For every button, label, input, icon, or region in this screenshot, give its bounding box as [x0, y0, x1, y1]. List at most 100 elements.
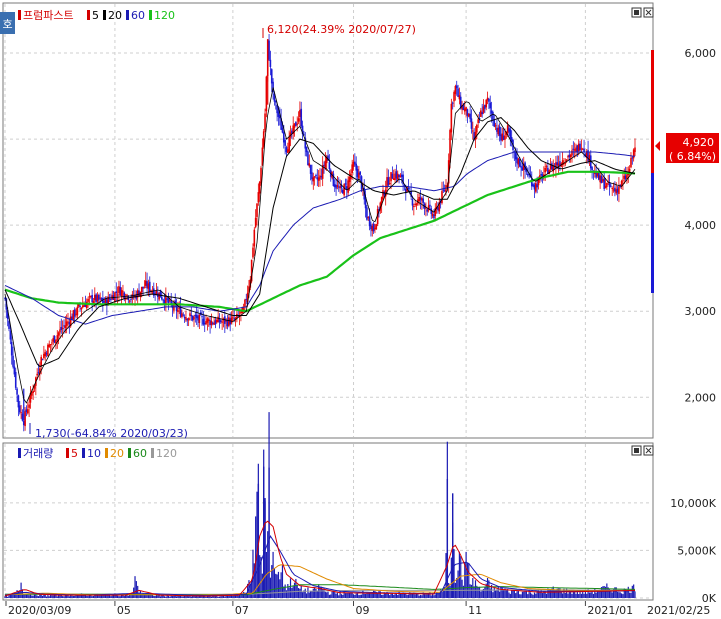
candle-body — [569, 154, 572, 158]
candle-body — [559, 161, 561, 166]
volume-bar — [436, 592, 438, 598]
volume-bar — [299, 588, 301, 598]
candle-body — [458, 95, 461, 100]
volume-bar — [576, 589, 578, 598]
candle-body — [506, 125, 509, 133]
volume-bar — [162, 594, 164, 598]
candle-body — [288, 136, 290, 152]
candle-body — [327, 155, 329, 161]
volume-bar — [363, 593, 365, 598]
candle-body — [29, 393, 32, 403]
candle-body — [403, 185, 406, 187]
candle-body — [622, 179, 624, 181]
candle-body — [123, 292, 126, 299]
candle-body — [14, 371, 17, 388]
low-annotation-text: 1,730(-64.84% 2020/03/23) — [35, 427, 188, 440]
volume-bar — [291, 587, 293, 598]
volume-bar — [359, 594, 361, 598]
volume-bar — [608, 588, 611, 598]
candle-body — [65, 321, 68, 326]
side-button-bg[interactable] — [0, 12, 15, 34]
candle-body — [520, 165, 522, 168]
candle-body — [557, 163, 560, 167]
volume-bar — [612, 589, 615, 598]
volume-bar — [106, 594, 108, 598]
volume-bar — [397, 594, 399, 598]
volume-bar — [496, 589, 498, 598]
volume-spike-bar — [452, 493, 454, 598]
volume-bar — [304, 588, 306, 598]
volume-bar — [126, 594, 128, 598]
volume-bar — [179, 595, 182, 598]
candle-body — [64, 325, 67, 328]
candle-body — [486, 97, 489, 101]
x-tick-label: 09 — [356, 604, 370, 617]
candle-body — [500, 134, 502, 141]
volume-bar — [343, 591, 345, 598]
volume-bar — [559, 588, 561, 598]
price-ytick-label: 6,000 — [685, 47, 717, 60]
candle-body — [394, 173, 396, 181]
candle-body — [386, 177, 388, 189]
candle-body — [31, 392, 33, 396]
candle-body — [154, 293, 156, 295]
candle-body — [254, 217, 257, 228]
volume-bar — [255, 516, 257, 598]
candle-body — [67, 321, 69, 323]
candle-body — [603, 178, 605, 189]
x-tick-label: 07 — [235, 604, 249, 617]
volume-bar — [517, 590, 519, 598]
volume-bar — [478, 586, 481, 598]
volume-bar — [80, 593, 83, 598]
price-panel-buttons[interactable] — [631, 7, 654, 18]
candle-body — [364, 197, 367, 209]
volume-bar — [233, 595, 235, 598]
candle-body — [244, 299, 246, 307]
candle-body — [292, 125, 294, 134]
volume-bar — [70, 594, 72, 598]
candle-body — [595, 172, 597, 178]
candle-body — [618, 186, 620, 194]
volume-bar — [470, 584, 473, 598]
volume-bar — [210, 596, 213, 598]
volume-bar — [615, 587, 617, 598]
volume-bar — [398, 591, 400, 598]
candle-body — [6, 310, 9, 319]
x-tick-label: 11 — [468, 604, 482, 617]
volume-bar — [83, 594, 85, 598]
volume-bar — [150, 593, 152, 598]
volume-bar — [206, 595, 209, 598]
volume-bar — [45, 596, 48, 598]
volume-bar — [238, 593, 241, 598]
candle-body — [537, 177, 540, 186]
candle-body — [194, 314, 197, 317]
legend-vma60: 60 — [133, 447, 147, 460]
volume-bar — [619, 592, 621, 598]
volume-bar — [591, 591, 593, 598]
volume-bar — [441, 592, 443, 598]
side-button[interactable]: 호 — [0, 12, 15, 34]
volume-bar — [127, 595, 129, 598]
side-button-label[interactable]: 호 — [2, 18, 12, 31]
volume-bar — [378, 591, 380, 598]
candle-body — [628, 168, 631, 174]
candle-body — [77, 304, 80, 307]
volume-bar — [155, 594, 158, 598]
volume-bar — [114, 593, 116, 598]
candle-body — [316, 177, 319, 180]
volume-bar — [100, 594, 103, 598]
candle-body — [343, 184, 345, 196]
volume-bar — [405, 593, 407, 598]
volume-bar — [614, 587, 616, 598]
candle-body — [399, 175, 402, 178]
volume-bar — [95, 594, 97, 598]
candle-body — [81, 305, 84, 308]
candle-body — [335, 184, 337, 189]
volume-panel-buttons[interactable] — [631, 445, 654, 456]
volume-bar — [567, 593, 569, 598]
legend-swatch-ma5 — [87, 10, 90, 20]
candle-body — [134, 294, 136, 298]
volume-bar — [167, 595, 170, 598]
legend-swatch-name — [18, 10, 21, 20]
volume-bar — [395, 593, 398, 598]
